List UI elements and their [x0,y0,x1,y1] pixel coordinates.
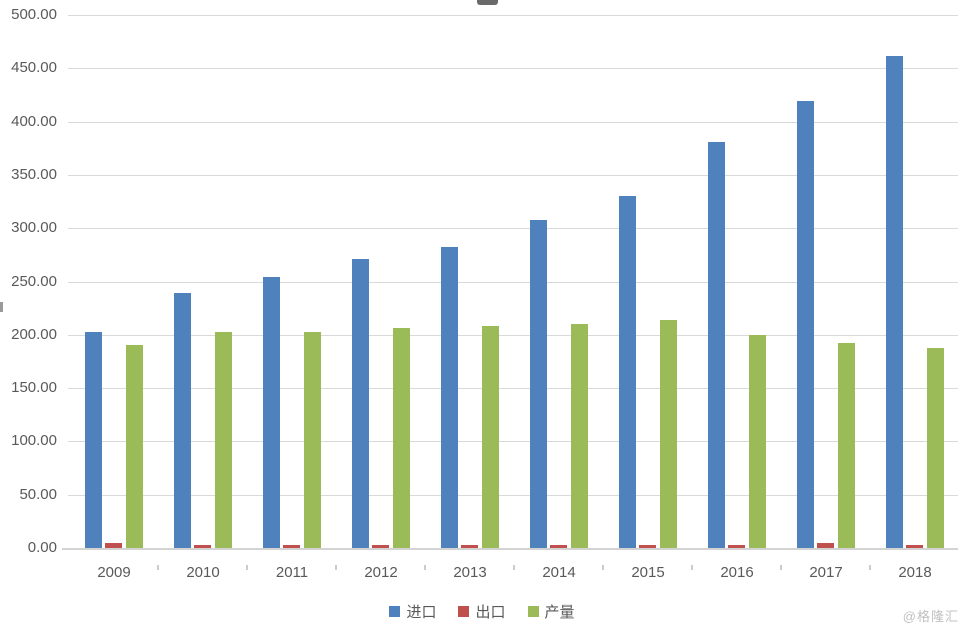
gridline-200 [68,334,958,336]
bar-import-2012 [352,259,369,548]
bar-export-2014 [550,544,567,548]
x-axis-label-2016: 2016 [720,564,754,581]
bar-import-2013 [441,247,458,548]
watermark: @格隆汇 [902,609,959,624]
bar-production-2011 [304,331,321,548]
bar-import-2010 [174,293,191,548]
bar-production-2015 [660,319,677,548]
bar-import-2011 [263,277,280,548]
bar-export-2012 [372,544,389,548]
bar-export-2016 [728,545,745,548]
y-tick-label-0: 0.00 [27,539,57,556]
bar-production-2016 [749,334,766,548]
y-tick-label-150: 150.00 [11,379,57,397]
legend-item-import: 进口 [389,601,436,622]
bar-import-2018 [886,55,903,548]
gridline-500 [68,15,958,16]
bar-export-2009 [105,543,122,548]
gridline-250 [68,281,958,283]
x-axis-tick [157,565,159,570]
x-axis-line [62,548,958,550]
bar-export-2018 [906,545,923,548]
gridline-150 [68,388,958,390]
gridline-100 [68,441,958,443]
x-axis-tick [780,565,782,570]
legend: 进口 出口 产量 [0,601,964,622]
bar-import-2009 [85,331,102,548]
bar-export-2011 [283,545,300,548]
x-axis-label-2015: 2015 [631,564,665,581]
x-axis-tick [691,565,693,570]
x-axis-tick [869,565,871,570]
y-tick-label-50: 50.00 [19,485,57,503]
x-axis-label-2009: 2009 [97,564,131,581]
gridline-450 [68,68,958,70]
gridline-350 [68,174,958,176]
y-tick-label-350: 350.00 [11,165,57,183]
y-tick-label-200: 200.00 [11,325,57,343]
y-tick-label-300: 300.00 [11,219,57,237]
x-axis-tick [602,565,604,570]
bar-production-2017 [838,343,855,548]
legend-swatch-export [458,606,470,617]
bar-production-2013 [482,326,499,548]
legend-swatch-production [527,606,539,617]
x-axis-tick [513,565,515,570]
x-axis-tick [335,565,337,570]
bar-import-2015 [619,196,636,548]
x-axis-label-2012: 2012 [364,564,398,581]
x-axis-label-2013: 2013 [453,564,487,581]
legend-item-export: 出口 [458,601,506,622]
x-axis-label-2011: 2011 [275,564,309,581]
x-axis-tick [424,565,426,570]
y-tick-label-250: 250.00 [11,272,57,290]
legend-label-import: 进口 [406,604,437,621]
legend-label-production: 产量 [544,604,575,621]
x-axis-label-2010: 2010 [186,564,220,581]
y-tick-label-450: 450.00 [11,59,57,77]
gridline-400 [68,121,958,123]
bar-production-2014 [571,324,588,548]
bar-production-2009 [126,345,143,548]
bar-export-2013 [461,545,478,548]
bar-export-2010 [194,545,211,548]
bar-production-2018 [927,347,944,548]
x-axis-label-2017: 2017 [809,564,843,581]
x-axis-tick [246,565,248,570]
bar-import-2016 [708,141,725,548]
y-tick-label-400: 400.00 [11,112,57,130]
gridline-50 [68,494,958,496]
gridline-300 [68,228,958,230]
bar-import-2014 [530,219,547,548]
cropped-chart-title-fragment [477,0,498,5]
y-tick-label-500: 500.00 [11,6,57,23]
bar-export-2017 [817,542,834,548]
y-tick-label-100: 100.00 [11,432,57,450]
legend-swatch-import [389,606,401,617]
legend-item-production: 产量 [527,601,575,622]
bar-export-2015 [639,545,656,548]
x-axis-label-2014: 2014 [542,564,576,581]
bar-production-2010 [215,331,232,548]
bar-import-2017 [797,101,814,548]
legend-label-export: 出口 [475,604,506,621]
x-axis-label-2018: 2018 [898,564,932,581]
cropped-axis-title-fragment [0,302,3,312]
bar-production-2012 [393,328,410,548]
